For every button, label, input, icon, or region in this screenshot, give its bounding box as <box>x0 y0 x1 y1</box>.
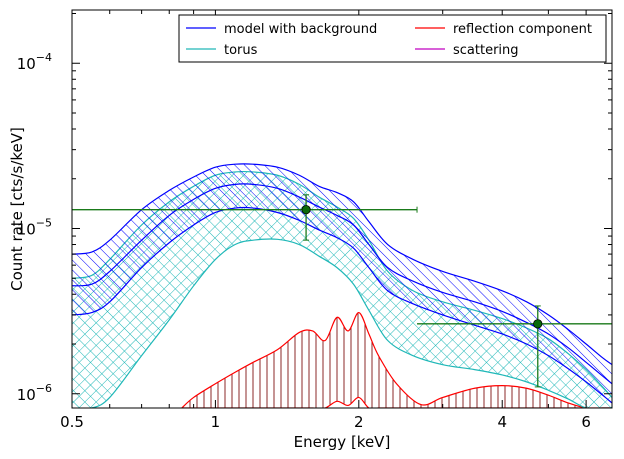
band-fill-torus <box>72 171 612 408</box>
tick-label-layer: 0.5 1 2 4 610−610−510−4 <box>17 51 591 431</box>
x-tick-label-2: 2 <box>354 413 364 431</box>
legend-label-torus: torus <box>224 43 258 58</box>
band-layer <box>72 163 612 408</box>
legend-label-scattering: scattering <box>453 43 519 58</box>
legend-label-reflection: reflection component <box>453 22 592 37</box>
x-tick-label-0: 0.5 <box>60 413 84 431</box>
plot-frame <box>71 9 613 409</box>
legend-label-model: model with background <box>224 22 377 37</box>
data-point-1 <box>533 319 543 329</box>
band-upper-model-with-background <box>72 163 612 366</box>
y-tick-label-2: 10−4 <box>17 51 52 73</box>
data-points-layer <box>72 194 612 388</box>
band-fill-model-with-background <box>72 163 612 403</box>
legend: model with background torus reflection c… <box>178 14 607 63</box>
band-lower-model-with-background <box>72 206 612 404</box>
band-lower-torus <box>72 238 612 408</box>
band-fill-reflection-component <box>181 312 612 408</box>
y-tick-exponent-2: −4 <box>36 51 52 64</box>
y-tick-exponent-0: −6 <box>36 382 52 395</box>
y-tick-base-1: 10 <box>17 221 36 239</box>
x-tick-label-3: 4 <box>497 413 507 431</box>
y-tick-base-2: 10 <box>17 55 36 73</box>
legend-frame <box>178 14 607 63</box>
x-tick-label-4: 6 <box>581 413 591 431</box>
y-tick-label-0: 10−6 <box>17 382 52 404</box>
x-axis-title: Energy [keV] <box>294 433 391 451</box>
y-tick-exponent-1: −5 <box>36 217 52 230</box>
y-axis-title: Count rate [cts/s/keV] <box>8 127 26 291</box>
y-tick-base-0: 10 <box>17 386 36 404</box>
band-mid-model-with-background <box>72 183 612 385</box>
band-upper-reflection-component <box>181 311 612 408</box>
y-tick-label-1: 10−5 <box>17 217 52 239</box>
tick-layer <box>71 10 612 408</box>
data-point-0 <box>301 205 311 215</box>
x-tick-label-1: 1 <box>211 413 221 431</box>
